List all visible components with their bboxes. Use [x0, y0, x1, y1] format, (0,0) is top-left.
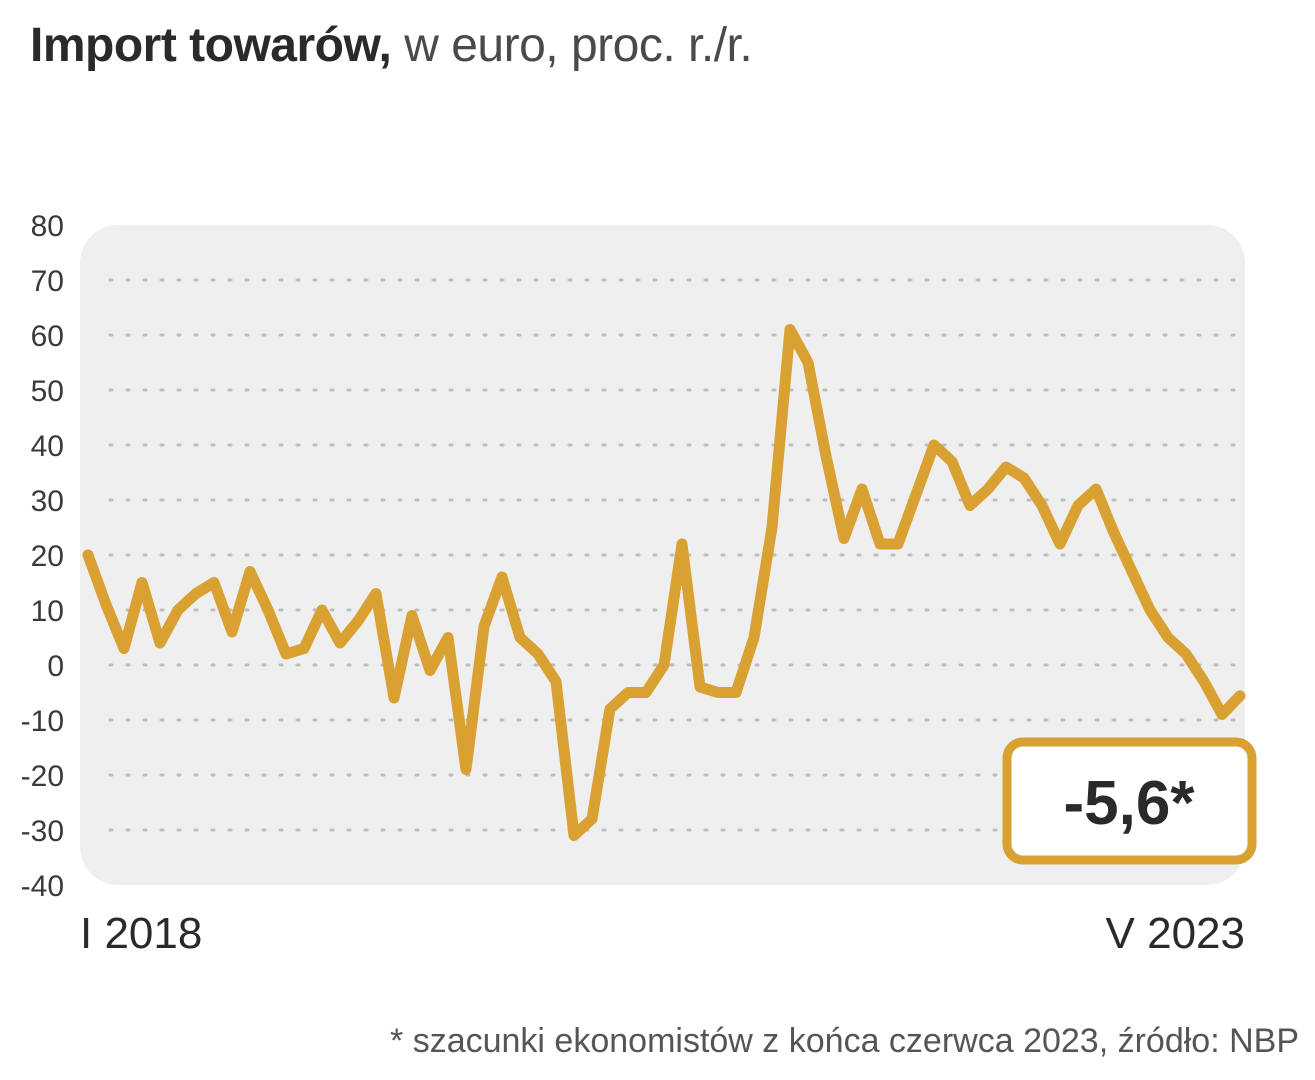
callout-box	[1002, 737, 1257, 865]
y-tick-label: 60	[31, 320, 64, 353]
y-tick-label: 80	[31, 210, 64, 243]
chart-title: Import towarów, w euro, proc. r./r.	[30, 18, 753, 73]
y-tick-label: 70	[31, 265, 64, 298]
series-line	[82, 324, 1246, 841]
footnote: * szacunki ekonomistów z końca czerwca 2…	[390, 1022, 1299, 1060]
x-axis-start-label: I 2018	[80, 909, 202, 958]
y-tick-label: 30	[31, 485, 64, 518]
y-tick-label: 0	[47, 650, 64, 683]
y-tick-label: 10	[31, 595, 64, 628]
y-tick-label: -40	[21, 870, 64, 903]
y-tick-label: -20	[21, 760, 64, 793]
y-tick-label: 50	[31, 375, 64, 408]
chart-title-bold: Import towarów,	[30, 19, 392, 72]
y-tick-label: -10	[21, 705, 64, 738]
chart-title-rest: w euro, proc. r./r.	[391, 19, 753, 72]
y-axis-ticks: 80 70 60 50 40 30 20 10 0 -10 -20 -30 -40	[21, 210, 64, 903]
callout-value: -5,6*	[1064, 769, 1196, 838]
y-tick-label: 40	[31, 430, 64, 463]
y-tick-label: 20	[31, 540, 64, 573]
x-axis-end-label: V 2023	[1106, 909, 1245, 958]
y-tick-label: -30	[21, 815, 64, 848]
plot-background	[80, 225, 1245, 885]
value-callout: -5,6*	[1002, 737, 1257, 865]
line-chart: 80 70 60 50 40 30 20 10 0 -10 -20 -30 -40 -5,6* I 20…	[21, 210, 1257, 958]
